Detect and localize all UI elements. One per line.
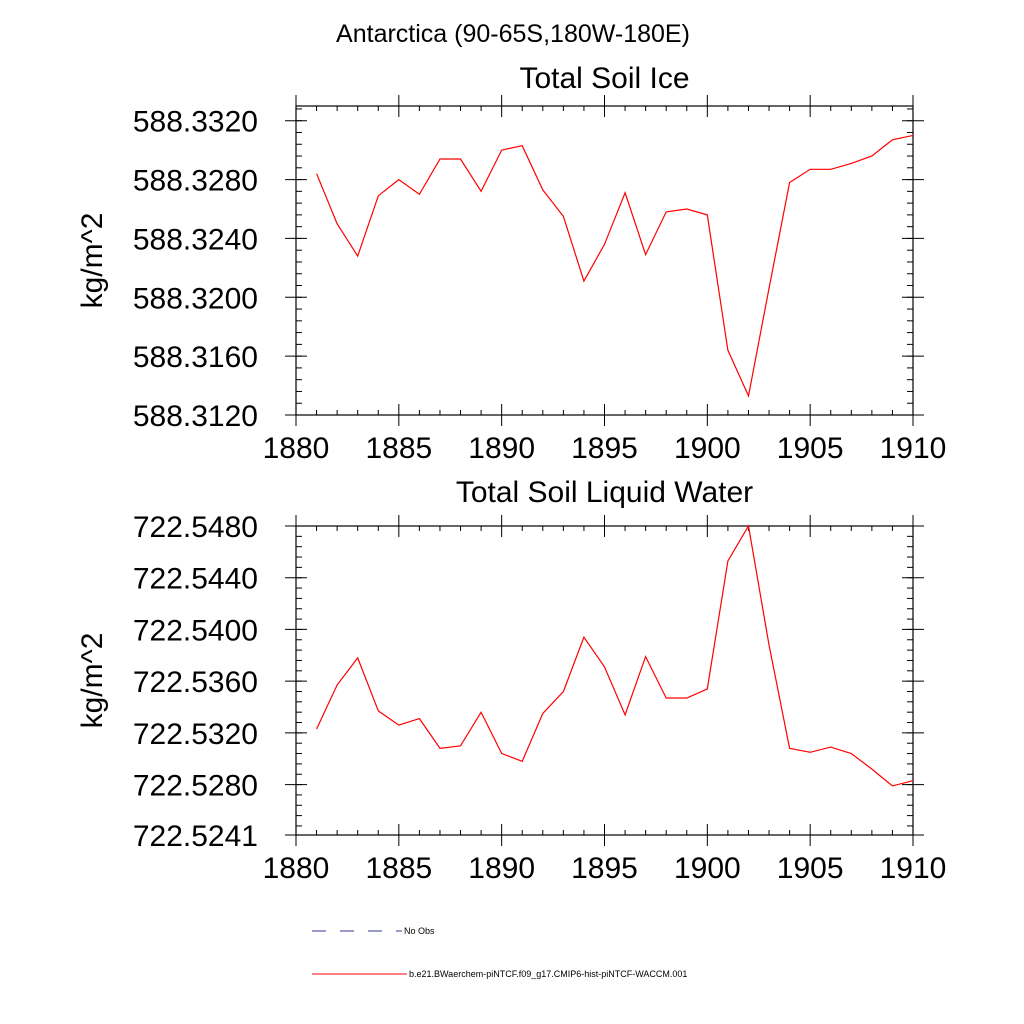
y-tick-label: 588.3160	[133, 341, 258, 374]
x-tick-label: 1900	[674, 852, 741, 885]
x-tick-label: 1910	[880, 852, 947, 885]
figure-title: Antarctica (90-65S,180W-180E)	[336, 20, 690, 48]
y-tick-label: 722.5360	[133, 666, 258, 699]
y-tick-label: 722.5400	[133, 614, 258, 647]
chart-panel-1: 1880 1885 1890 1895 1900 1905 1910 588.3120 588.…	[76, 62, 946, 465]
x-tick-label: 1885	[365, 852, 432, 885]
legend-label-model: b.e21.BWaerchem-piNTCF.f09_g17.CMIP6-his…	[409, 969, 687, 979]
y-tick-label: 722.5440	[133, 563, 258, 596]
y-tick-label: 588.3120	[133, 400, 258, 433]
x-tick-label: 1905	[777, 852, 844, 885]
series-line-1	[316, 524, 914, 787]
chart-title: Total Soil Liquid Water	[456, 476, 753, 509]
y-tick-label: 722.5280	[133, 770, 258, 803]
x-tick-label: 1890	[468, 852, 535, 885]
y-tick-label: 588.3280	[133, 165, 258, 198]
y-axis-title: kg/m^2	[76, 633, 109, 729]
plot-frame	[295, 105, 914, 416]
y-tick-label: 722.5320	[133, 718, 258, 751]
plot-frame	[295, 525, 914, 836]
x-tick-label: 1905	[777, 432, 844, 465]
y-tick-label: 722.5241	[133, 820, 258, 853]
legend-label-no-obs: No Obs	[404, 926, 435, 936]
y-tick-label: 722.5480	[133, 511, 258, 544]
x-tick-label: 1895	[571, 432, 638, 465]
x-tick-label: 1900	[674, 432, 741, 465]
y-tick-label: 588.3320	[133, 106, 258, 139]
x-tick-label: 1880	[263, 852, 330, 885]
chart-title: Total Soil Ice	[519, 62, 689, 95]
series-line-1	[316, 134, 914, 398]
chart-panel-2: 1880 1885 1890 1895 1900 1905 1910 722.5241 722.…	[76, 476, 946, 885]
y-axis-title: kg/m^2	[76, 213, 109, 309]
y-tick-label: 588.3240	[133, 223, 258, 256]
x-tick-label: 1885	[365, 432, 432, 465]
legend: No Obs b.e21.BWaerchem-piNTCF.f09_g17.CM…	[312, 926, 687, 979]
x-tick-label: 1895	[571, 852, 638, 885]
x-tick-label: 1890	[468, 432, 535, 465]
y-tick-label: 588.3200	[133, 282, 258, 315]
x-tick-label: 1880	[263, 432, 330, 465]
x-tick-label: 1910	[880, 432, 947, 465]
